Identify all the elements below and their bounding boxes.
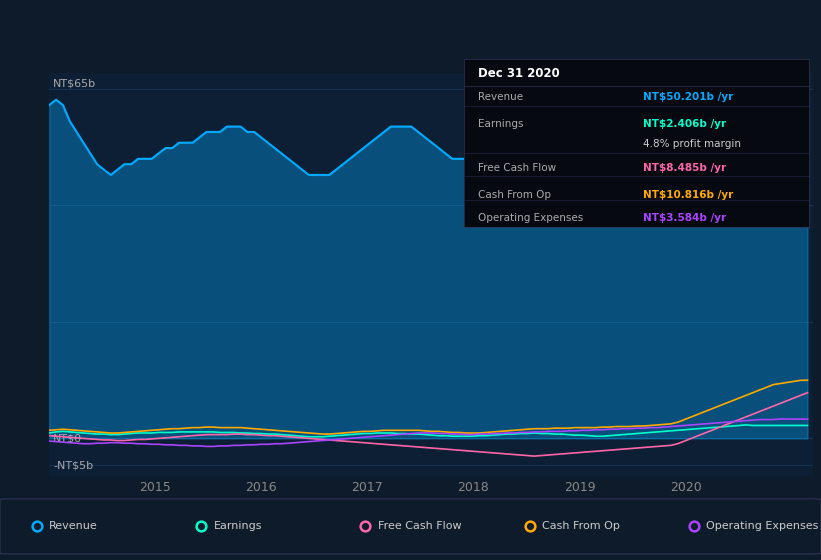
Text: Free Cash Flow: Free Cash Flow: [378, 521, 461, 531]
Text: NT$3.584b /yr: NT$3.584b /yr: [643, 213, 727, 223]
Text: -NT$5b: -NT$5b: [53, 460, 94, 470]
Text: NT$10.816b /yr: NT$10.816b /yr: [643, 190, 733, 200]
Text: NT$65b: NT$65b: [53, 79, 96, 89]
Text: Operating Expenses: Operating Expenses: [478, 213, 583, 223]
Text: Revenue: Revenue: [478, 92, 523, 102]
Text: Revenue: Revenue: [49, 521, 98, 531]
FancyBboxPatch shape: [0, 499, 821, 554]
Text: NT$8.485b /yr: NT$8.485b /yr: [643, 163, 727, 173]
Text: NT$50.201b /yr: NT$50.201b /yr: [643, 92, 733, 102]
Text: Dec 31 2020: Dec 31 2020: [478, 67, 559, 80]
Text: Earnings: Earnings: [478, 119, 523, 129]
Text: NT$0: NT$0: [53, 433, 82, 444]
Text: Earnings: Earnings: [213, 521, 262, 531]
Text: 4.8% profit margin: 4.8% profit margin: [643, 139, 741, 150]
Text: Free Cash Flow: Free Cash Flow: [478, 163, 556, 173]
Text: NT$2.406b /yr: NT$2.406b /yr: [643, 119, 727, 129]
Text: Cash From Op: Cash From Op: [542, 521, 620, 531]
Text: Cash From Op: Cash From Op: [478, 190, 551, 200]
Text: Operating Expenses: Operating Expenses: [706, 521, 819, 531]
